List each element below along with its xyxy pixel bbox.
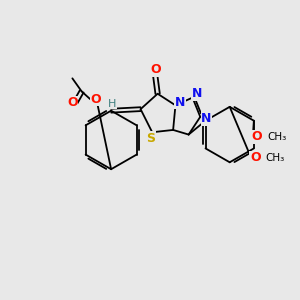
Text: S: S [146, 132, 155, 145]
Text: O: O [150, 63, 160, 76]
Text: O: O [250, 151, 261, 164]
Text: N: N [201, 112, 212, 125]
Text: CH₃: CH₃ [266, 153, 285, 163]
Text: O: O [67, 97, 78, 110]
Text: O: O [90, 93, 101, 106]
Text: H: H [108, 99, 116, 109]
Text: N: N [192, 87, 202, 100]
Text: CH₃: CH₃ [267, 132, 286, 142]
Text: O: O [251, 130, 262, 143]
Text: N: N [175, 96, 185, 109]
